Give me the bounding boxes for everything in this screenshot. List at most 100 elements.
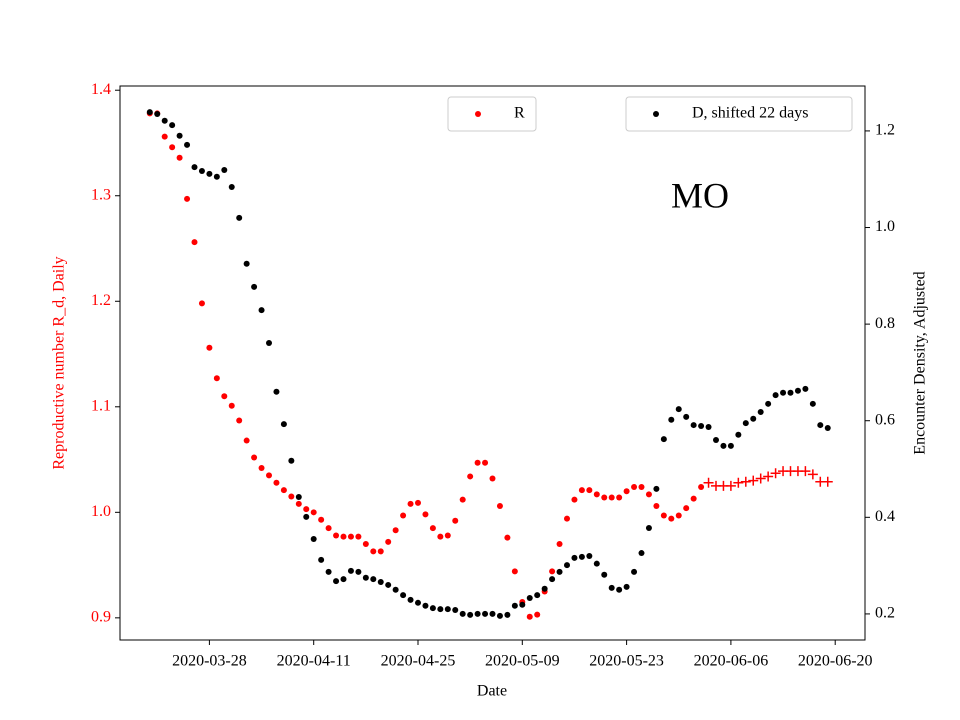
data-point xyxy=(564,515,570,522)
data-point xyxy=(377,579,384,586)
data-point xyxy=(459,610,466,617)
data-point xyxy=(822,476,833,487)
data-point xyxy=(243,260,250,267)
data-point xyxy=(295,494,302,501)
legend-marker xyxy=(653,111,659,117)
data-point xyxy=(534,611,541,618)
data-point xyxy=(556,540,563,547)
data-point xyxy=(258,307,265,314)
data-point xyxy=(668,515,675,522)
data-point xyxy=(176,132,183,139)
data-point xyxy=(549,576,556,583)
y-tick-label: 1.2 xyxy=(91,292,111,309)
data-point xyxy=(280,487,287,494)
data-point xyxy=(727,442,734,449)
data-point xyxy=(288,493,295,500)
data-point xyxy=(511,602,518,609)
data-point xyxy=(742,420,749,427)
data-point xyxy=(735,431,742,438)
data-point xyxy=(318,556,325,563)
data-point xyxy=(452,607,459,614)
data-point xyxy=(385,581,392,588)
data-point xyxy=(303,506,310,513)
data-point xyxy=(429,605,436,612)
data-point xyxy=(772,392,779,399)
data-point xyxy=(333,578,340,585)
data-point xyxy=(489,610,496,617)
data-point xyxy=(817,422,824,429)
data-point xyxy=(705,423,712,430)
data-point xyxy=(740,476,751,487)
data-point xyxy=(765,400,772,407)
data-point xyxy=(459,496,466,503)
data-point xyxy=(161,133,168,140)
data-point xyxy=(593,560,600,567)
data-point xyxy=(340,576,347,583)
data-point xyxy=(794,387,801,394)
data-point xyxy=(474,459,481,466)
data-point xyxy=(191,164,198,171)
plot-frame xyxy=(119,85,866,641)
data-point xyxy=(325,525,332,532)
data-point xyxy=(310,536,317,543)
data-point xyxy=(807,469,818,480)
data-point xyxy=(800,466,811,477)
data-point xyxy=(511,568,518,575)
y2-tick-label: 0.8 xyxy=(875,315,895,332)
data-point xyxy=(467,473,474,480)
legend-box xyxy=(447,96,537,132)
data-point xyxy=(556,568,563,575)
data-point xyxy=(362,574,369,581)
data-point xyxy=(437,533,444,540)
data-point xyxy=(228,402,235,409)
data-point xyxy=(601,571,608,578)
data-point xyxy=(703,477,714,488)
data-point xyxy=(415,499,421,506)
data-point xyxy=(370,548,377,555)
data-point xyxy=(755,473,766,484)
data-point xyxy=(541,585,548,592)
x-tick-label: 2020-04-25 xyxy=(381,653,456,670)
data-point xyxy=(184,195,191,202)
data-point xyxy=(608,494,615,501)
y-tick-label: 1.1 xyxy=(91,397,111,414)
data-point xyxy=(333,532,340,539)
data-point xyxy=(496,612,503,619)
data-point xyxy=(616,586,623,593)
y-tick-label: 1.0 xyxy=(91,503,111,520)
data-point xyxy=(310,509,317,516)
data-point xyxy=(675,406,682,413)
data-point xyxy=(198,300,205,307)
data-point xyxy=(586,487,593,494)
data-point xyxy=(347,533,354,540)
data-point xyxy=(720,442,727,449)
data-point xyxy=(733,477,744,488)
data-point xyxy=(266,339,272,346)
y-tick-label: 1.4 xyxy=(91,81,111,98)
y-axis-label: Reproductive number R_d, Daily xyxy=(51,256,68,469)
data-point xyxy=(645,524,652,531)
data-point xyxy=(198,168,205,175)
y-tick-label: 1.3 xyxy=(91,186,111,203)
annotation: MO xyxy=(671,175,729,215)
data-point xyxy=(504,611,511,618)
data-point xyxy=(482,610,489,617)
data-point xyxy=(467,611,474,618)
data-point xyxy=(549,568,556,575)
data-point xyxy=(631,568,638,575)
data-point xyxy=(660,436,667,443)
data-point xyxy=(750,415,757,422)
data-point xyxy=(191,239,198,246)
data-point xyxy=(213,173,220,180)
data-point xyxy=(571,496,578,503)
data-point xyxy=(154,111,161,118)
data-point xyxy=(221,167,228,174)
data-point xyxy=(362,540,369,547)
data-point xyxy=(422,602,429,609)
data-point xyxy=(757,409,764,416)
x-tick-label: 2020-04-11 xyxy=(277,653,351,670)
data-point xyxy=(176,154,183,161)
data-point xyxy=(690,422,697,429)
data-point xyxy=(690,495,697,502)
y2-tick-label: 1.0 xyxy=(875,218,895,235)
